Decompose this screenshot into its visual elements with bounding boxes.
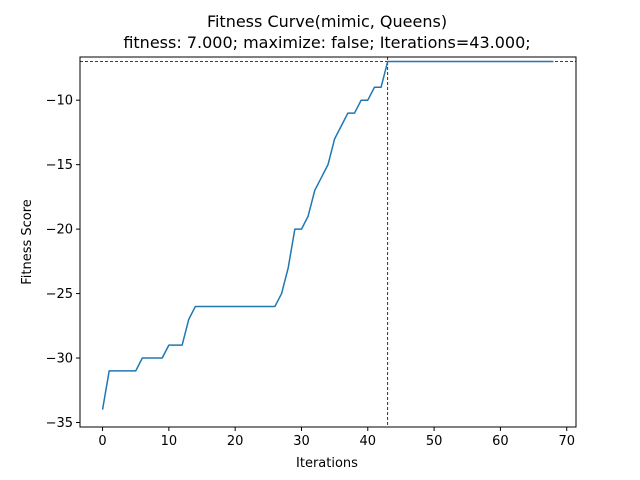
x-tick-label: 10	[161, 434, 178, 449]
x-tick-label: 30	[293, 434, 310, 449]
x-tick-label: 60	[492, 434, 509, 449]
y-tick-label: −20	[46, 223, 73, 238]
y-tick-label: −25	[46, 287, 73, 302]
y-tick-label: −15	[46, 158, 73, 173]
y-axis-label: Fitness Score	[20, 199, 35, 285]
x-tick-label: 40	[360, 434, 377, 449]
chart-title: Fitness Curve(mimic, Queens)	[207, 12, 447, 31]
reference-lines	[80, 57, 576, 427]
plot-frame	[79, 56, 577, 428]
x-axis-label: Iterations	[296, 456, 358, 471]
x-tick-label: 20	[227, 434, 244, 449]
series-line-group	[101, 60, 554, 410]
x-tick-label: 50	[426, 434, 443, 449]
y-tick-label: −35	[46, 416, 73, 431]
y-axis-ticks: −35 −30 −25 −20 −15 −10	[46, 94, 80, 431]
series-line	[101, 60, 554, 410]
y-tick-label: −30	[46, 352, 73, 367]
x-axis-ticks: 0 10 20 30 40 50 60 70	[98, 427, 575, 449]
y-tick-label: −10	[46, 94, 73, 109]
x-tick-label: 70	[558, 434, 575, 449]
x-tick-label: 0	[98, 434, 106, 449]
chart-subtitle: fitness: 7.000; maximize: false; Iterati…	[123, 33, 530, 52]
